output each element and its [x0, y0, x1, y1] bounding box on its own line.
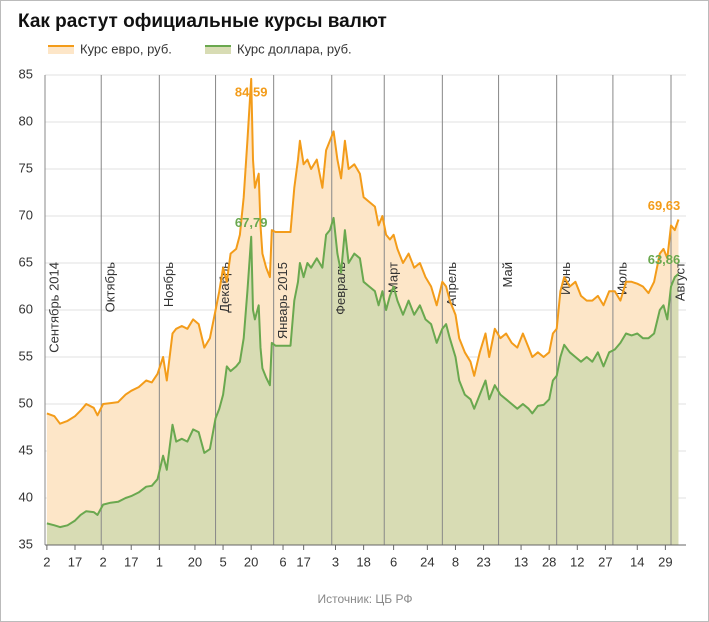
- x-tick-label: 3: [332, 554, 339, 569]
- month-label: Октябрь: [103, 262, 118, 313]
- data-label: 67,79: [235, 215, 268, 230]
- month-label: Сентябрь 2014: [46, 262, 61, 353]
- y-tick-label: 85: [19, 66, 33, 81]
- y-tick-label: 50: [19, 395, 33, 410]
- line: [46, 216, 680, 529]
- x-tick-label: 5: [219, 554, 226, 569]
- month-label: Февраль: [333, 262, 348, 315]
- x-tick-label: 20: [188, 554, 202, 569]
- chart-title: Как растут официальные курсы валют: [18, 11, 387, 32]
- x-tick-label: 24: [420, 554, 434, 569]
- data-label: 63,86: [648, 252, 681, 267]
- legend-label: Курс евро, руб.: [80, 41, 172, 56]
- y-tick-label: 70: [19, 207, 33, 222]
- month-label: Июль: [614, 262, 629, 295]
- x-tick-label: 17: [296, 554, 310, 569]
- x-tick-label: 12: [570, 554, 584, 569]
- legend-label: Курс доллара, руб.: [237, 41, 352, 56]
- x-tick-label: 6: [279, 554, 286, 569]
- month-label: Апрель: [444, 262, 459, 306]
- x-tick-label: 6: [390, 554, 397, 569]
- area: [46, 217, 679, 545]
- x-tick-label: 2: [99, 554, 106, 569]
- month-label: Январь 2015: [275, 262, 290, 339]
- x-tick-label: 27: [598, 554, 612, 569]
- month-label: Ноябрь: [161, 262, 176, 307]
- x-tick-label: 20: [244, 554, 258, 569]
- x-tick-label: 13: [514, 554, 528, 569]
- month-label: Август: [672, 262, 687, 301]
- month-label: Май: [500, 262, 515, 287]
- y-tick-label: 75: [19, 160, 33, 175]
- y-tick-label: 65: [19, 254, 33, 269]
- y-tick-label: 40: [19, 489, 33, 504]
- data-label: 84,59: [235, 84, 268, 99]
- x-tick-label: 17: [68, 554, 82, 569]
- x-tick-label: 23: [476, 554, 490, 569]
- y-tick-label: 80: [19, 113, 33, 128]
- x-tick-label: 28: [542, 554, 556, 569]
- x-tick-label: 1: [156, 554, 163, 569]
- y-tick-label: 35: [19, 536, 33, 551]
- data-label: 69,63: [648, 198, 681, 213]
- legend-swatch: [205, 46, 231, 54]
- line: [46, 77, 680, 425]
- y-tick-label: 45: [19, 442, 33, 457]
- y-tick-label: 55: [19, 348, 33, 363]
- x-tick-label: 29: [658, 554, 672, 569]
- x-tick-label: 17: [124, 554, 138, 569]
- month-label: Март: [386, 262, 401, 293]
- x-tick-label: 18: [356, 554, 370, 569]
- x-tick-label: 8: [452, 554, 459, 569]
- x-tick-label: 2: [43, 554, 50, 569]
- source: Источник: ЦБ РФ: [318, 592, 413, 606]
- x-tick-label: 14: [630, 554, 644, 569]
- legend-swatch: [48, 46, 74, 54]
- y-tick-label: 60: [19, 301, 33, 316]
